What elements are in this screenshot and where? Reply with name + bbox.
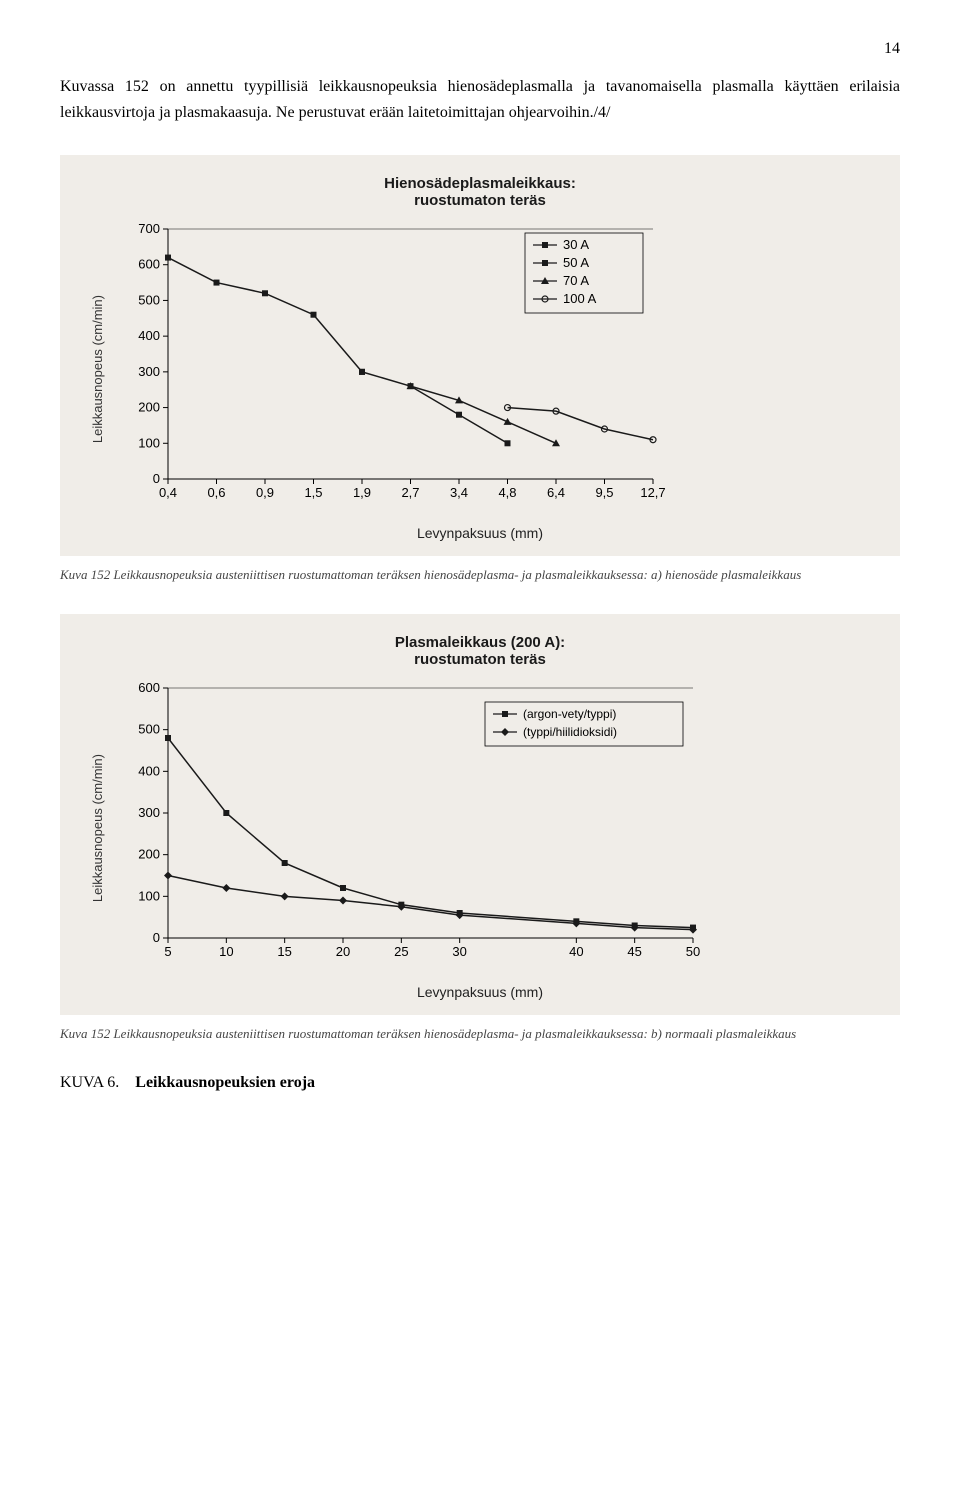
figure-1-caption: Kuva 152 Leikkausnopeuksia austeniittise… bbox=[60, 566, 900, 584]
chart1-plot: 0 100 200 300 400 500 600 700 0,4 0,6 0,9 1,5 1,9 2,7… bbox=[113, 219, 673, 519]
svg-text:15: 15 bbox=[277, 944, 291, 959]
kuva-label-text: Leikkausnopeuksien eroja bbox=[135, 1074, 315, 1091]
svg-text:100 A: 100 A bbox=[563, 291, 597, 306]
svg-text:300: 300 bbox=[138, 805, 160, 820]
chart2-plot: 0 100 200 300 400 500 600 5 10 15 20 25 30 40 45 50 (arg… bbox=[113, 678, 713, 978]
svg-text:700: 700 bbox=[138, 221, 160, 236]
kuva-label-prefix: KUVA 6. bbox=[60, 1074, 119, 1091]
body-paragraph: Kuvassa 152 on annettu tyypillisiä leikk… bbox=[60, 74, 900, 125]
chart1-title-line1: Hienosädeplasmaleikkaus: bbox=[384, 175, 576, 192]
kuva-6-label: KUVA 6. Leikkausnopeuksien eroja bbox=[60, 1074, 900, 1092]
figure-2-block: Plasmaleikkaus (200 A): ruostumaton terä… bbox=[60, 614, 900, 1015]
svg-text:12,7: 12,7 bbox=[640, 485, 665, 500]
chart2-title-line1: Plasmaleikkaus (200 A): bbox=[395, 634, 565, 651]
chart1-ylabel: Leikkausnopeus (cm/min) bbox=[90, 295, 105, 443]
svg-text:4,8: 4,8 bbox=[498, 485, 516, 500]
chart1-title-line2: ruostumaton teräs bbox=[414, 192, 546, 209]
svg-text:200: 200 bbox=[138, 400, 160, 415]
svg-text:50: 50 bbox=[686, 944, 700, 959]
svg-text:5: 5 bbox=[164, 944, 171, 959]
chart1-xlabel: Levynpaksuus (mm) bbox=[90, 525, 870, 541]
svg-text:600: 600 bbox=[138, 257, 160, 272]
svg-text:500: 500 bbox=[138, 293, 160, 308]
svg-text:30: 30 bbox=[452, 944, 466, 959]
svg-text:0,9: 0,9 bbox=[256, 485, 274, 500]
svg-text:50 A: 50 A bbox=[563, 255, 589, 270]
figure-1-block: Hienosädeplasmaleikkaus: ruostumaton ter… bbox=[60, 155, 900, 556]
svg-text:25: 25 bbox=[394, 944, 408, 959]
svg-text:10: 10 bbox=[219, 944, 233, 959]
svg-text:0,6: 0,6 bbox=[207, 485, 225, 500]
chart2-title: Plasmaleikkaus (200 A): ruostumaton terä… bbox=[90, 634, 870, 668]
svg-text:500: 500 bbox=[138, 722, 160, 737]
svg-text:2,7: 2,7 bbox=[401, 485, 419, 500]
svg-text:30 A: 30 A bbox=[563, 237, 589, 252]
chart2-xlabel: Levynpaksuus (mm) bbox=[90, 984, 870, 1000]
svg-text:400: 400 bbox=[138, 328, 160, 343]
svg-text:0: 0 bbox=[153, 930, 160, 945]
svg-text:100: 100 bbox=[138, 435, 160, 450]
svg-text:9,5: 9,5 bbox=[595, 485, 613, 500]
svg-text:3,4: 3,4 bbox=[450, 485, 468, 500]
svg-text:(typpi/hiilidioksidi): (typpi/hiilidioksidi) bbox=[523, 725, 617, 739]
svg-text:600: 600 bbox=[138, 680, 160, 695]
svg-text:20: 20 bbox=[336, 944, 350, 959]
chart2-title-line2: ruostumaton teräs bbox=[414, 651, 546, 668]
svg-text:0,4: 0,4 bbox=[159, 485, 177, 500]
svg-text:40: 40 bbox=[569, 944, 583, 959]
svg-text:100: 100 bbox=[138, 889, 160, 904]
svg-text:0: 0 bbox=[153, 471, 160, 486]
svg-text:400: 400 bbox=[138, 764, 160, 779]
chart1-title: Hienosädeplasmaleikkaus: ruostumaton ter… bbox=[90, 175, 870, 209]
svg-text:1,9: 1,9 bbox=[353, 485, 371, 500]
chart2-ylabel: Leikkausnopeus (cm/min) bbox=[90, 754, 105, 902]
svg-text:(argon-vety/typpi): (argon-vety/typpi) bbox=[523, 707, 616, 721]
svg-text:200: 200 bbox=[138, 847, 160, 862]
page-number: 14 bbox=[60, 40, 900, 58]
figure-2-caption: Kuva 152 Leikkausnopeuksia austeniittise… bbox=[60, 1025, 900, 1043]
svg-text:300: 300 bbox=[138, 364, 160, 379]
svg-text:70 A: 70 A bbox=[563, 273, 589, 288]
svg-text:45: 45 bbox=[627, 944, 641, 959]
svg-text:6,4: 6,4 bbox=[547, 485, 565, 500]
svg-text:1,5: 1,5 bbox=[304, 485, 322, 500]
